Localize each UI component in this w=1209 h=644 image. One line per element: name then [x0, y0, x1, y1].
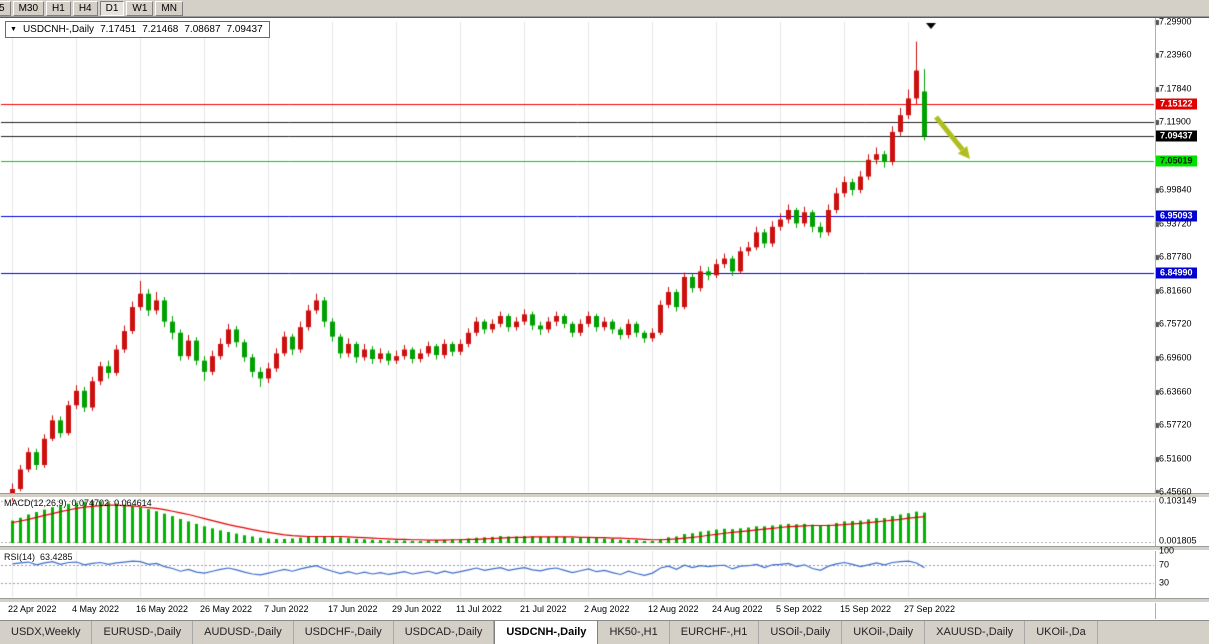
timeframe-button-W1[interactable]: W1 [126, 1, 154, 16]
timeframe-button-M30[interactable]: M30 [12, 1, 45, 16]
pane-separator-macd[interactable] [0, 493, 1209, 498]
pane-separator-axis [0, 598, 1209, 603]
chart-title-box: ▼ USDCNH-,Daily 7.17451 7.21468 7.08687 … [5, 21, 270, 38]
symbol-tab-USDCAD-,Daily[interactable]: USDCAD-,Daily [394, 621, 495, 644]
price-scale-label: 6.99840 [1159, 184, 1192, 195]
price-scale-label: 6.75720 [1159, 318, 1192, 329]
date-label: 4 May 2022 [72, 604, 120, 614]
date-label: 11 Jul 2022 [456, 604, 502, 614]
ohlc-close: 7.09437 [226, 24, 263, 35]
date-label: 12 Aug 2022 [648, 604, 699, 614]
price-scale-label: 6.51600 [1159, 453, 1192, 464]
price-chart-canvas[interactable] [0, 17, 1209, 620]
price-scale-label: 6.45660 [1159, 486, 1192, 497]
timeframe-button-H1[interactable]: H1 [46, 1, 71, 16]
macd-name: MACD(12,26,9) [4, 498, 67, 508]
symbol-tab-USDCHF-,Daily[interactable]: USDCHF-,Daily [294, 621, 394, 644]
price-scale-label: 6.93720 [1159, 218, 1192, 229]
symbol-tab-USOil-,Daily[interactable]: USOil-,Daily [759, 621, 843, 644]
collapse-triangle-icon[interactable]: ▼ [10, 25, 17, 33]
date-label: 16 May 2022 [136, 604, 189, 614]
price-scale-label: 6.57720 [1159, 419, 1192, 430]
timeframe-button-5[interactable]: 5 [0, 1, 11, 16]
symbol-tab-bar: USDX,Weekly EURUSD-,Daily AUDUSD-,Daily USD… [0, 620, 1209, 644]
date-label: 7 Jun 2022 [264, 604, 309, 614]
price-tag-6.84990: 6.84990 [1156, 267, 1197, 279]
ohlc-open: 7.17451 [100, 24, 137, 35]
price-scale-separator [1155, 18, 1156, 619]
symbol-tab-UKOil-,Da[interactable]: UKOil-,Da [1025, 621, 1098, 644]
rsi-indicator-label: RSI(14) 63.4285 [4, 552, 73, 562]
symbol-tab-XAUUSD-,Daily[interactable]: XAUUSD-,Daily [925, 621, 1026, 644]
price-scale-label: 7.29900 [1159, 16, 1192, 27]
date-label: 29 Jun 2022 [392, 604, 442, 614]
timeframe-button-D1[interactable]: D1 [99, 1, 125, 16]
price-scale-label: 6.87780 [1159, 251, 1192, 262]
macd-signal-value: 0.064614 [114, 498, 152, 508]
date-label: 21 Jul 2022 [520, 604, 567, 614]
macd-scale-bottom: 0.001805 [1159, 535, 1197, 546]
symbol-tab-USDCNH-,Daily[interactable]: USDCNH-,Daily [494, 621, 599, 644]
rsi-scale-label-70: 70 [1159, 559, 1170, 570]
price-scale-label: 7.23960 [1159, 49, 1192, 60]
price-scale-label: 6.69600 [1159, 352, 1192, 363]
timeframe-toolbar: 5M30H1H4D1W1MN [0, 0, 1209, 17]
ohlc-low: 7.08687 [184, 24, 221, 35]
ohlc-high: 7.21468 [142, 24, 179, 35]
date-label: 5 Sep 2022 [776, 604, 823, 614]
macd-scale-top: 0.103149 [1159, 495, 1197, 506]
date-label: 2 Aug 2022 [584, 604, 630, 614]
macd-indicator-label: MACD(12,26,9) 0.074702 0.064614 [4, 498, 152, 508]
chart-top-border [0, 17, 1209, 18]
rsi-scale-label-30: 30 [1159, 577, 1170, 588]
price-tag-7.15122: 7.15122 [1156, 98, 1197, 110]
macd-main-value: 0.074702 [71, 498, 110, 508]
price-tag-7.09437: 7.09437 [1156, 130, 1197, 142]
symbol-tab-EURUSD-,Daily[interactable]: EURUSD-,Daily [92, 621, 194, 644]
date-label: 27 Sep 2022 [904, 604, 956, 614]
symbol-tab-USDX,Weekly[interactable]: USDX,Weekly [0, 621, 93, 644]
symbol-tab-UKOil-,Daily[interactable]: UKOil-,Daily [842, 621, 926, 644]
rsi-value: 63.4285 [40, 552, 73, 562]
date-label: 15 Sep 2022 [840, 604, 892, 614]
price-scale-label: 6.63660 [1159, 386, 1192, 397]
rsi-name: RSI(14) [4, 552, 36, 562]
price-tag-6.95093: 6.95093 [1156, 210, 1197, 222]
date-label: 17 Jun 2022 [328, 604, 378, 614]
price-tag-7.05019: 7.05019 [1156, 155, 1197, 167]
pane-separator-rsi[interactable] [0, 546, 1209, 551]
chart-symbol: USDCNH-,Daily [22, 24, 95, 35]
price-scale-label: 6.81660 [1159, 285, 1192, 296]
date-label: 22 Apr 2022 [8, 604, 57, 614]
symbol-tab-AUDUSD-,Daily[interactable]: AUDUSD-,Daily [193, 621, 294, 644]
chart-area: ▼ USDCNH-,Daily 7.17451 7.21468 7.08687 … [0, 17, 1209, 620]
rsi-scale-label-100: 100 [1159, 545, 1175, 556]
price-scale-label: 7.11900 [1159, 116, 1191, 127]
symbol-tab-EURCHF-,H1[interactable]: EURCHF-,H1 [670, 621, 760, 644]
timeframe-button-H4[interactable]: H4 [72, 1, 98, 16]
date-label: 26 May 2022 [200, 604, 253, 614]
price-scale-label: 7.17840 [1159, 83, 1192, 94]
symbol-tab-HK50-,H1[interactable]: HK50-,H1 [598, 621, 670, 644]
timeframe-button-MN[interactable]: MN [155, 1, 183, 16]
date-label: 24 Aug 2022 [712, 604, 763, 614]
